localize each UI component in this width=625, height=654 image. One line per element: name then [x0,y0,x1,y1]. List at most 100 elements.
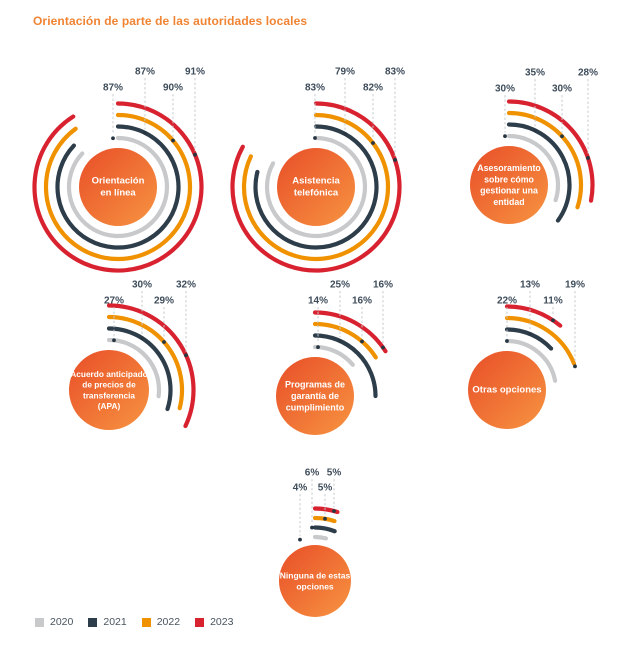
arc-marker-dot-2022 [371,141,375,145]
arc-2023 [106,303,196,429]
page-title: Orientación de parte de las autoridades … [33,14,308,28]
arc-marker-dot-2023 [381,345,385,350]
percent-label-2023: 11% [543,296,563,307]
arc-marker-dot-2022 [360,339,364,344]
percent-label-2021: 79% [335,67,355,78]
percent-label-2021: 35% [525,68,545,79]
gauge-chart-asesoramiento-sobre-cómo-gestionar-una-entidad: 30% 35% 30% 28% Asesoramiento sobre cómo gesti… [470,68,598,224]
percent-label-2020: 14% [308,296,328,307]
arc-marker-dot-2023 [393,158,397,162]
percent-label-2022: 5% [318,483,333,494]
arc-marker-dot-2023 [332,509,336,513]
arc-2021 [506,122,572,223]
arc-marker-dot-2020 [111,136,115,141]
legend-item-2022: 2022 [141,616,181,628]
legend-label-2020: 2020 [50,616,74,628]
legend-item-2021: 2021 [88,616,127,628]
arc-2021 [253,124,379,250]
arc-2021 [106,326,173,412]
percent-label-2020: 22% [497,296,517,307]
legend-swatch-2021 [88,617,98,627]
center-label: Acuerdo anticipado de precios de transfere… [70,369,147,411]
arc-2020 [66,135,170,239]
arc-2021 [312,333,378,399]
arc-2022 [506,110,584,210]
center-label: Programas de garantía de cumplimiento [285,380,345,413]
percent-label-2021: 87% [135,67,155,78]
percent-label-2023: 32% [176,280,196,291]
arc-marker-dot-2020 [313,136,317,140]
percent-label-2022: 29% [154,296,174,307]
percent-label-2023: 16% [373,280,393,291]
percent-label-2020: 83% [305,83,325,94]
gauge-chart-orientación-en-línea: 87% 87% 90%91% Orientación en línea [32,67,205,273]
legend-swatch-2023 [195,617,205,627]
arc-2023 [230,101,402,273]
center-label: Otras opciones [472,385,541,396]
arc-marker-dot-2022 [162,340,166,344]
arc-2020 [506,133,561,203]
arc-2020 [312,534,329,541]
arc-2023 [312,310,388,354]
percent-label-2023: 91% [185,67,205,78]
arc-marker-dot-2021 [310,525,314,530]
center-circle [468,351,546,429]
center-label: Asistencia telefónica [292,176,340,199]
legend-label-2023: 2023 [210,616,234,628]
center-circle [276,357,354,435]
arc-marker-dot-2023 [184,353,188,358]
legend-item-2023: 2023 [195,616,233,628]
arc-2023 [506,99,595,203]
gauge-chart-programas-de-garantía-de-cumplimiento: 14%25%16%16%Programas de garantía de cumpl… [276,280,393,435]
legend: 2020 2021 2022 2023 [35,616,233,628]
center-label: Orientación en línea [92,176,145,199]
arc-marker-dot-2022 [323,516,327,521]
arc-marker-dot-2021 [533,128,537,133]
arc-2022 [106,314,185,411]
arc-marker-dot-2023 [551,318,555,323]
arc-2022 [312,321,378,360]
percent-label-2022: 90% [163,83,183,94]
arc-marker-dot-2021 [343,132,347,136]
gauge-chart-otras-opciones: 22%13%11%19% Otras opciones [468,280,585,429]
percent-label-2022: 30% [552,84,572,95]
arc-2020 [106,337,162,399]
percent-label-2022: 16% [352,296,372,307]
arc-2023 [504,304,563,328]
center-label: Asesoramiento sobre cómo gestionar una enti… [477,163,541,207]
center-circle [79,148,157,226]
percent-label-2023: 83% [385,67,405,78]
arc-marker-dot-2021 [143,130,147,135]
arc-marker-dot-2020 [298,537,302,542]
gauge-chart-acuerdo-anticipado-de-precios-de-transferencia-apa: 27% 30%29%32% Acuerdo anticipado de precios… [69,280,196,430]
arc-2021 [55,124,181,250]
arc-marker-dot-2020 [505,339,509,343]
center-circle [277,148,355,226]
percent-label-2021: 25% [330,280,350,291]
percent-label-2023: 5% [327,468,342,479]
legend-swatch-2020 [35,617,44,627]
arc-marker-dot-2020 [112,338,116,343]
percent-label-2023: 28% [578,68,598,79]
arc-2022 [504,315,577,366]
percent-label-2021: 6% [305,468,320,479]
gauge-chart-asistencia-telefónica: 83%79%82%83%Asistencia telefónica [230,67,405,273]
arc-2021 [312,525,337,534]
legend-item-2020: 2020 [35,616,73,628]
arc-2023 [32,101,204,273]
legend-label-2022: 2022 [156,616,181,628]
percent-label-2020: 27% [104,296,124,307]
legend-swatch-2022 [141,617,151,627]
center-circle [470,146,548,224]
arc-2022 [241,112,391,262]
arc-marker-dot-2022 [573,364,577,369]
center-label: Ninguna de estas opciones [280,571,351,592]
percent-label-2021: 13% [520,280,540,291]
percent-label-2021: 30% [132,280,152,291]
arc-marker-dot-2023 [586,156,590,160]
arc-marker-dot-2020 [316,345,320,349]
percent-label-2022: 19% [565,280,585,291]
arc-marker-dot-2021 [528,332,532,336]
percent-label-2020: 87% [103,83,123,94]
arc-marker-dot-2022 [560,134,564,139]
